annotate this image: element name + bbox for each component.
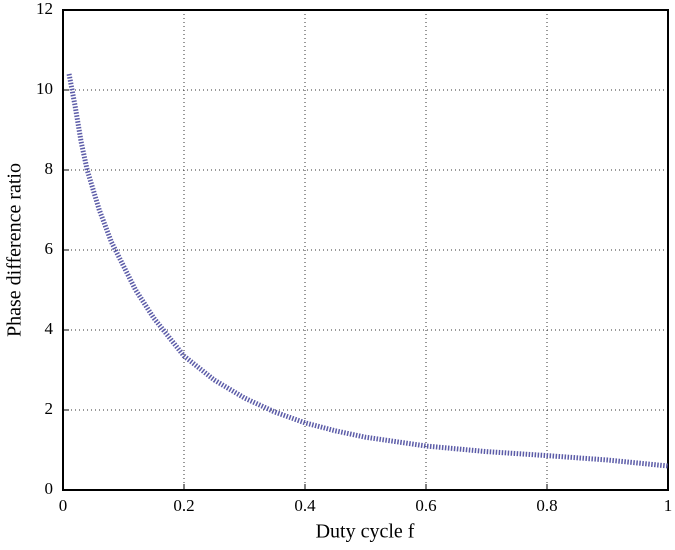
x-tick-label: 0 <box>59 496 68 515</box>
y-tick-label: 12 <box>36 0 53 18</box>
y-tick-label: 0 <box>45 479 54 498</box>
y-tick-label: 10 <box>36 79 53 98</box>
plot-frame <box>62 9 669 491</box>
x-axis-label: Duty cycle f <box>316 521 415 543</box>
line <box>66 73 669 469</box>
x-tick-label: 0.6 <box>415 496 436 515</box>
y-axis-label: Phase difference ratio <box>4 163 26 337</box>
y-tick-label: 4 <box>45 319 54 338</box>
y-tick-label: 6 <box>45 239 54 258</box>
y-tick-label: 8 <box>45 159 54 178</box>
x-tick-label: 0.2 <box>173 496 194 515</box>
x-tick-label: 0.4 <box>294 496 316 515</box>
y-tick-label: 2 <box>45 399 54 418</box>
x-tick-label: 1 <box>664 496 673 515</box>
x-tick-label: 0.8 <box>536 496 557 515</box>
